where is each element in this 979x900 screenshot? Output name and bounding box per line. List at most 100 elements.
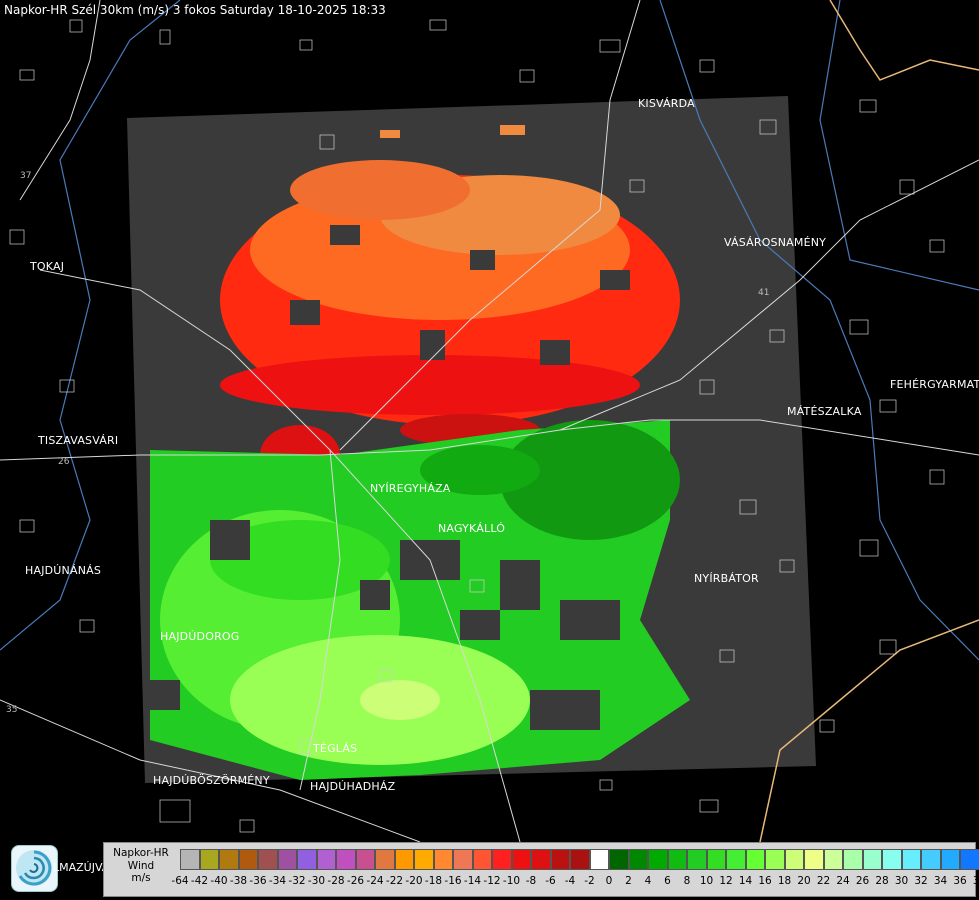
city-label: FEHÉRGYARMAT <box>890 378 979 391</box>
legend-swatch <box>219 849 239 870</box>
legend-swatch <box>940 849 960 870</box>
legend-swatch <box>511 849 531 870</box>
legend-tick-label: 16 <box>758 875 772 887</box>
legend-swatch <box>628 849 648 870</box>
legend-swatch <box>901 849 921 870</box>
legend-tick-label: 28 <box>875 875 889 887</box>
legend-tick-label: -8 <box>525 875 537 887</box>
legend-tick-label: -64 <box>171 875 189 887</box>
legend-tick-label: 8 <box>683 875 691 887</box>
legend-swatch <box>570 849 590 870</box>
legend-line: m/s <box>131 872 151 884</box>
legend-swatch <box>784 849 804 870</box>
legend-tick-label: 36 <box>953 875 967 887</box>
legend-swatch <box>531 849 551 870</box>
legend-swatch <box>238 849 258 870</box>
legend-tick-label: -14 <box>463 875 482 887</box>
velocity-legend: Napkor-HR Wind m/s -64 -42 -40 -38 -36 -34 -32… <box>103 842 979 897</box>
legend-tick-label: 34 <box>933 875 948 887</box>
road-label: 26 <box>58 457 70 467</box>
legend-swatch <box>843 849 863 870</box>
road-label: 41 <box>758 288 769 298</box>
legend-swatch <box>297 849 317 870</box>
legend-tick-label: 0 <box>605 875 613 887</box>
legend-swatch <box>375 849 395 870</box>
legend-line: Wind <box>127 859 155 872</box>
legend-tick-label: 6 <box>664 875 671 887</box>
legend-swatch <box>355 849 375 870</box>
legend-swatch <box>394 849 414 870</box>
settlement-outlines <box>9 19 945 833</box>
legend-swatch <box>589 849 609 870</box>
legend-tick-label: -40 <box>210 875 228 887</box>
rivers <box>0 0 979 661</box>
road-label: 35 <box>6 705 17 715</box>
legend-swatch <box>960 849 979 870</box>
legend-tick-label: -20 <box>405 875 423 887</box>
legend-tick-label: -16 <box>444 875 462 887</box>
city-label: TOKAJ <box>30 260 65 273</box>
legend-tick-label: -38 <box>229 875 248 887</box>
legend-swatch <box>687 849 707 870</box>
city-label: VÁSÁROSNAMÉNY <box>724 236 827 249</box>
city-label: HAJDÚNÁNÁS <box>25 564 102 577</box>
legend-tick-label: -4 <box>564 875 576 887</box>
city-label: HAJDÚBÖSZÖRMÉNY <box>153 774 270 787</box>
napkor-logo-icon <box>11 845 58 892</box>
country-border <box>759 0 979 842</box>
legend-swatch <box>745 849 765 870</box>
legend-swatch <box>609 849 629 870</box>
city-label: LMAZÚJVÁR <box>53 861 117 874</box>
legend-tick-label: 18 <box>777 875 792 887</box>
legend-tick-label: -32 <box>288 875 306 887</box>
legend-tick-label: 14 <box>738 875 753 887</box>
legend-tick-label: -2 <box>584 875 595 887</box>
legend-tick-label: -24 <box>366 875 384 887</box>
legend-swatch <box>199 849 219 870</box>
legend-swatch <box>258 849 278 870</box>
city-label: NYÍRBÁTOR <box>694 572 759 585</box>
city-label: MÁTÉSZALKA <box>787 405 862 418</box>
legend-title: Napkor-HR Wind m/s <box>108 847 174 885</box>
radar-map: 37 26 41 35 <box>0 0 979 842</box>
legend-swatch <box>765 849 785 870</box>
legend-line: Napkor-HR <box>113 847 169 859</box>
legend-swatches <box>180 849 979 870</box>
legend-tick-label: 24 <box>836 875 850 887</box>
legend-tick-label: 38 <box>972 875 979 887</box>
legend-swatch <box>706 849 726 870</box>
legend-swatch <box>336 849 356 870</box>
legend-tick-label: -18 <box>424 875 443 887</box>
legend-swatch <box>882 849 902 870</box>
echo-gaps <box>150 225 630 730</box>
legend-tick-label: 26 <box>855 875 870 887</box>
legend-tick-label: -36 <box>249 875 267 887</box>
legend-swatch <box>823 849 843 870</box>
legend-tick-label: 4 <box>644 875 652 887</box>
legend-tick-label: 10 <box>699 875 714 887</box>
city-label: HAJDÚHADHÁZ <box>310 780 396 793</box>
legend-tick-label: -34 <box>268 875 287 887</box>
legend-swatch <box>414 849 434 870</box>
road-label: 37 <box>20 171 31 181</box>
legend-swatch <box>492 849 512 870</box>
city-label: NAGYKÁLLÓ <box>438 522 506 535</box>
legend-tick-label: -26 <box>346 875 365 887</box>
legend-tick-label: -6 <box>545 875 556 887</box>
legend-swatch <box>316 849 336 870</box>
legend-tick-label: 20 <box>797 875 811 887</box>
legend-swatch <box>648 849 668 870</box>
legend-tick-label: 32 <box>914 875 928 887</box>
legend-swatch <box>862 849 882 870</box>
legend-tick-label: 2 <box>625 875 632 887</box>
legend-swatch <box>921 849 941 870</box>
city-label: TÉGLÁS <box>313 742 358 755</box>
legend-swatch <box>726 849 746 870</box>
legend-swatch <box>550 849 570 870</box>
legend-swatch <box>472 849 492 870</box>
legend-tick-label: -30 <box>307 875 326 887</box>
legend-tick-label: -10 <box>502 875 521 887</box>
legend-swatch <box>453 849 473 870</box>
legend-tick-label: 22 <box>816 875 831 887</box>
legend-swatch <box>180 849 200 870</box>
